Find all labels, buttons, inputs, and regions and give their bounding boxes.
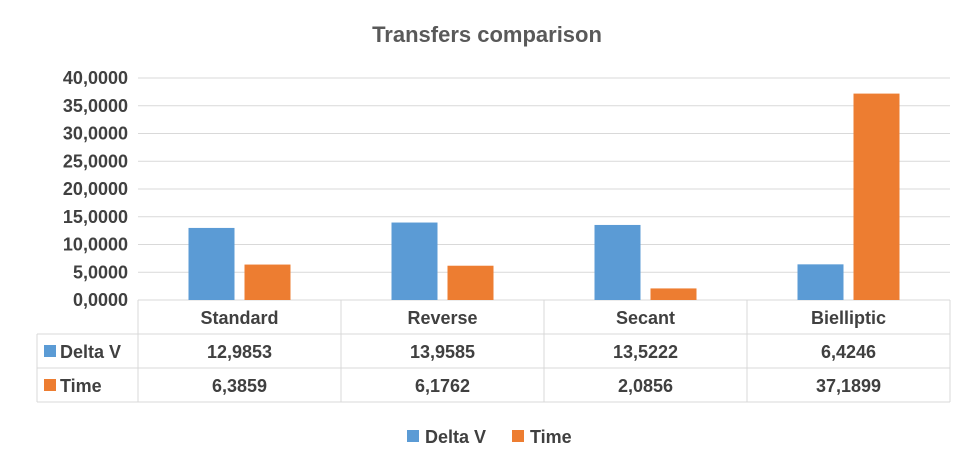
table-value: 13,9585 xyxy=(410,342,475,362)
chart-title: Transfers comparison xyxy=(372,22,602,47)
bar-time xyxy=(650,288,697,300)
bar-time xyxy=(244,264,291,300)
data-table: Standard Reverse Secant Bielliptic Delta V 12… xyxy=(36,300,951,403)
table-value: 6,4246 xyxy=(821,342,876,362)
table-legend-key xyxy=(44,379,56,391)
table-category-label: Reverse xyxy=(407,308,477,328)
y-tick-label: 20,0000 xyxy=(63,179,128,199)
y-tick-label: 0,0000 xyxy=(73,290,128,310)
y-tick-label: 10,0000 xyxy=(63,235,128,255)
bar-time xyxy=(853,93,900,300)
bars xyxy=(188,93,900,300)
table-value: 6,1762 xyxy=(415,376,470,396)
legend-key xyxy=(512,430,524,442)
table-series-name: Time xyxy=(60,376,102,396)
bar-delta-v xyxy=(594,224,641,300)
y-axis-ticks: 0,0000 5,0000 10,0000 15,0000 20,0000 25,0000… xyxy=(63,68,128,310)
table-value: 13,5222 xyxy=(613,342,678,362)
y-tick-label: 30,0000 xyxy=(63,124,128,144)
y-tick-label: 40,0000 xyxy=(63,68,128,88)
bar-delta-v xyxy=(391,222,438,300)
table-value: 6,3859 xyxy=(212,376,267,396)
legend-label: Time xyxy=(530,427,572,447)
bar-delta-v xyxy=(188,227,235,300)
table-category-label: Bielliptic xyxy=(811,308,886,328)
table-value: 2,0856 xyxy=(618,376,673,396)
table-value: 12,9853 xyxy=(207,342,272,362)
legend-key xyxy=(407,430,419,442)
legend-label: Delta V xyxy=(425,427,486,447)
y-tick-label: 5,0000 xyxy=(73,262,128,282)
y-tick-label: 25,0000 xyxy=(63,151,128,171)
table-category-label: Standard xyxy=(200,308,278,328)
bar-time xyxy=(447,265,494,300)
table-series-name: Delta V xyxy=(60,342,121,362)
legend: Delta V Time xyxy=(407,427,572,447)
bar-delta-v xyxy=(797,264,844,300)
table-legend-key xyxy=(44,345,56,357)
y-tick-label: 15,0000 xyxy=(63,207,128,227)
table-value: 37,1899 xyxy=(816,376,881,396)
y-tick-label: 35,0000 xyxy=(63,96,128,116)
table-category-label: Secant xyxy=(616,308,675,328)
